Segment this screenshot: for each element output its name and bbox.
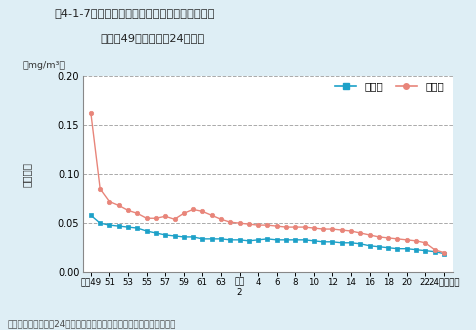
Text: 資料：環境省「平成24年度大気汚染状況について（報道発表資料）」: 資料：環境省「平成24年度大気汚染状況について（報道発表資料）」 [7,319,175,328]
Legend: 一般局, 自排局: 一般局, 自排局 [330,77,447,95]
Text: 围4-1-7　浮遊粒子状物質濃度の年平均値の推移: 围4-1-7 浮遊粒子状物質濃度の年平均値の推移 [55,8,215,18]
Text: 年平均値: 年平均値 [21,162,31,186]
Text: （昭和49年度～平成24年度）: （昭和49年度～平成24年度） [100,33,204,43]
Text: （mg/m³）: （mg/m³） [22,61,66,70]
